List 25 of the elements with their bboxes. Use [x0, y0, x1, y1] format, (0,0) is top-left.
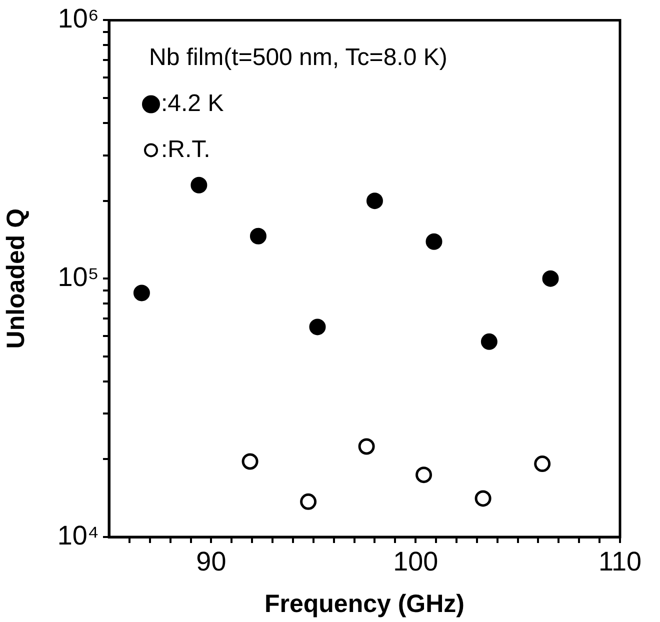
y-axis-title: Unloaded Q [2, 208, 30, 349]
y-tick-label: 10⁶ [58, 4, 99, 34]
point [250, 228, 266, 244]
legend-label: :4.2 K [161, 90, 224, 117]
point [416, 466, 432, 484]
x-tick-label: 90 [196, 546, 226, 577]
point [480, 333, 498, 350]
point [358, 438, 375, 455]
legend-label: :R.T. [161, 136, 210, 163]
point [300, 493, 317, 510]
y-tick-label: 10⁵ [58, 262, 99, 292]
point [133, 284, 150, 302]
x-tick-label: 110 [598, 546, 642, 577]
point [426, 233, 442, 250]
text: Nb film(t=500 nm, Tc=8.0 K) [149, 44, 448, 71]
point [366, 192, 383, 210]
point [542, 270, 559, 287]
point [534, 456, 551, 472]
y-tick-label: 10⁴ [57, 520, 99, 550]
point [242, 453, 258, 470]
point [309, 318, 326, 336]
point [190, 176, 208, 194]
point [474, 490, 492, 507]
x-axis-title: Frequency (GHz) [264, 590, 465, 618]
x-tick-label: 100 [393, 546, 438, 577]
